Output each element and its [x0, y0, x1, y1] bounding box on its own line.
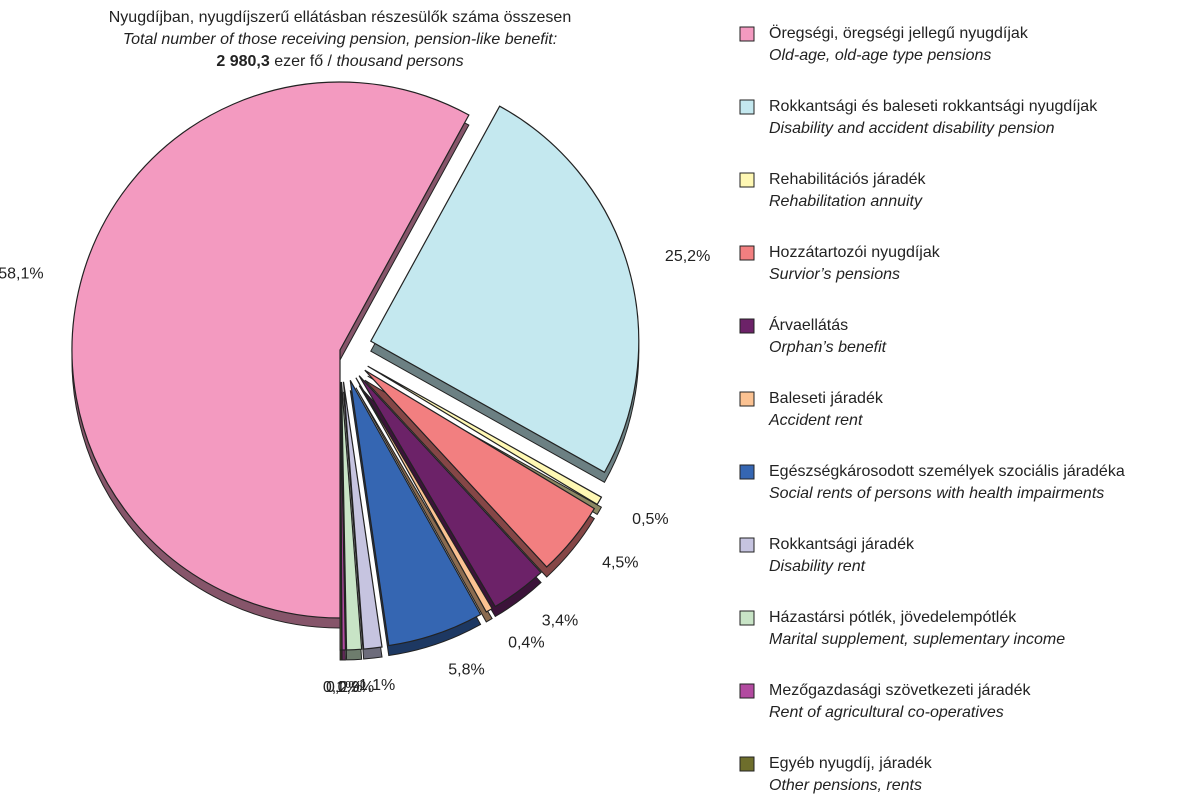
data-label: 3,4%	[542, 612, 578, 629]
chart-title: Nyugdíjban, nyugdíjszerű ellátásban rész…	[109, 9, 571, 26]
data-label: 4,5%	[602, 555, 638, 572]
legend-label: Árvaellátás	[769, 315, 848, 334]
legend-label-en: Old-age, old-age type pensions	[769, 47, 991, 64]
chart-subtitle: Total number of those receiving pension,…	[123, 31, 557, 48]
legend-swatch	[739, 26, 755, 42]
data-label: 25,2%	[665, 248, 710, 265]
legend-swatch	[739, 245, 755, 261]
data-label: 58,1%	[0, 265, 44, 282]
legend-label-en: Social rents of persons with health impa…	[769, 485, 1104, 502]
slice	[355, 377, 493, 613]
legend-swatch	[739, 172, 755, 188]
slice	[342, 381, 383, 650]
legend-label: Öregségi, öregségi jellegű nyugdíjak	[769, 24, 1029, 42]
legend-swatch	[739, 537, 755, 553]
legend-label-en: Disability and accident disability pensi…	[769, 120, 1055, 137]
legend-label: Hozzátartozói nyugdíjak	[769, 244, 941, 261]
slice	[364, 369, 596, 568]
total-unit: ezer fő /	[274, 53, 332, 70]
legend-swatch	[739, 683, 755, 699]
legend-label: Rokkantsági és baleseti rokkantsági nyug…	[769, 98, 1098, 115]
legend-label: Rehabilitációs járadék	[769, 171, 927, 188]
legend-label: Egyéb nyugdíj, járadék	[769, 755, 933, 772]
data-label: 0,9%	[338, 679, 374, 696]
slice	[369, 105, 640, 474]
slice	[349, 380, 482, 647]
legend-swatch	[739, 756, 755, 772]
total: 2 980,3	[216, 53, 269, 70]
legend-swatch	[739, 391, 755, 407]
data-label: 0,2%	[326, 679, 362, 696]
legend-label-en: Other pensions, rents	[769, 777, 922, 794]
data-label: 0,5%	[632, 511, 668, 528]
legend-label-en: Rent of agricultural co-operatives	[769, 704, 1004, 721]
slice	[367, 365, 603, 506]
legend-swatch	[739, 610, 755, 626]
slice	[340, 381, 363, 651]
legend-label: Házastársi pótlék, jövedelempótlék	[769, 609, 1017, 626]
legend-label-en: Orphan’s benefit	[769, 339, 887, 356]
legend-label: Rokkantsági járadék	[769, 536, 915, 553]
total-unit-en: thousand persons	[336, 53, 463, 70]
legend-label-en: Rehabilitation annuity	[769, 193, 923, 210]
data-label: 5,8%	[448, 661, 484, 678]
total-line: 2 980,3 ezer fő / thousand persons	[216, 53, 463, 70]
data-label: 0,4%	[508, 634, 544, 651]
slice	[71, 81, 470, 619]
legend-label-en: Survior’s pensions	[769, 266, 900, 283]
data-label: 1,1%	[359, 677, 395, 694]
legend-label: Baleseti járadék	[769, 390, 884, 407]
legend-label-en: Accident rent	[768, 412, 863, 429]
legend-swatch	[739, 318, 755, 334]
legend-label-en: Marital supplement, suplementary income	[769, 631, 1065, 648]
slice	[339, 381, 343, 651]
slice-side	[355, 387, 493, 623]
legend-label-en: Disability rent	[769, 558, 866, 575]
legend-swatch	[739, 464, 755, 480]
slice	[358, 375, 542, 608]
legend-label: Egészségkárosodott személyek szociális j…	[769, 463, 1125, 480]
legend-swatch	[739, 99, 755, 115]
data-label: 0,1%	[323, 679, 359, 696]
legend-label: Mezőgazdasági szövetkezeti járadék	[769, 682, 1031, 699]
